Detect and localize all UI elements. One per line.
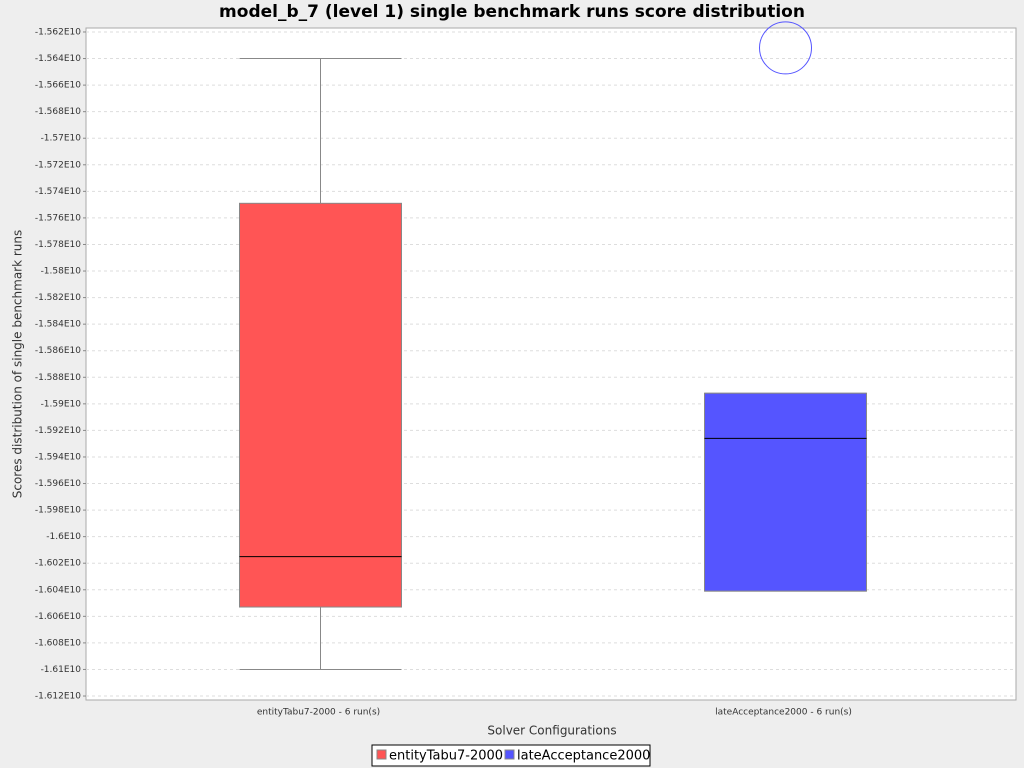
y-tick-label: -1.58E10 xyxy=(41,267,82,277)
box xyxy=(704,392,867,592)
y-tick-label: -1.582E10 xyxy=(35,293,81,303)
y-tick-label: -1.6E10 xyxy=(46,532,81,542)
y-tick-label: -1.57E10 xyxy=(41,134,82,144)
y-tick-label: -1.578E10 xyxy=(35,240,81,250)
y-tick-label: -1.602E10 xyxy=(35,559,81,569)
y-tick-label: -1.604E10 xyxy=(35,585,81,595)
y-tick-label: -1.596E10 xyxy=(35,479,81,489)
legend-swatch xyxy=(504,749,515,760)
y-tick-label: -1.584E10 xyxy=(35,320,81,330)
y-tick-label: -1.576E10 xyxy=(35,213,81,223)
legend-swatch xyxy=(376,749,387,760)
y-tick-label: -1.574E10 xyxy=(35,187,81,197)
y-tick-label: -1.572E10 xyxy=(35,160,81,170)
box xyxy=(239,202,402,608)
y-tick-label: -1.59E10 xyxy=(41,399,82,409)
y-tick-label: -1.588E10 xyxy=(35,373,81,383)
x-axis-label: Solver Configurations xyxy=(487,724,616,738)
outlier xyxy=(759,21,812,75)
plot-area xyxy=(85,27,1017,701)
x-tick-label: lateAcceptance2000 - 6 run(s) xyxy=(715,708,852,718)
y-tick-label: -1.608E10 xyxy=(35,638,81,648)
y-axis-label: Scores distribution of single benchmark … xyxy=(11,230,25,499)
legend-label: entityTabu7-2000 xyxy=(389,749,503,764)
y-tick-label: -1.612E10 xyxy=(35,692,81,702)
y-tick-label: -1.598E10 xyxy=(35,506,81,516)
y-tick-label: -1.594E10 xyxy=(35,452,81,462)
chart-title: model_b_7 (level 1) single benchmark run… xyxy=(219,2,805,22)
x-tick-label: entityTabu7-2000 - 6 run(s) xyxy=(257,708,380,718)
y-tick-label: -1.61E10 xyxy=(41,665,82,675)
y-tick-label: -1.562E10 xyxy=(35,27,81,37)
y-tick-label: -1.586E10 xyxy=(35,346,81,356)
y-tick-label: -1.564E10 xyxy=(35,54,81,64)
legend-label: lateAcceptance2000 xyxy=(517,749,650,764)
y-tick-label: -1.592E10 xyxy=(35,426,81,436)
y-tick-label: -1.606E10 xyxy=(35,612,81,622)
y-tick-label: -1.566E10 xyxy=(35,81,81,91)
y-tick-label: -1.568E10 xyxy=(35,107,81,117)
